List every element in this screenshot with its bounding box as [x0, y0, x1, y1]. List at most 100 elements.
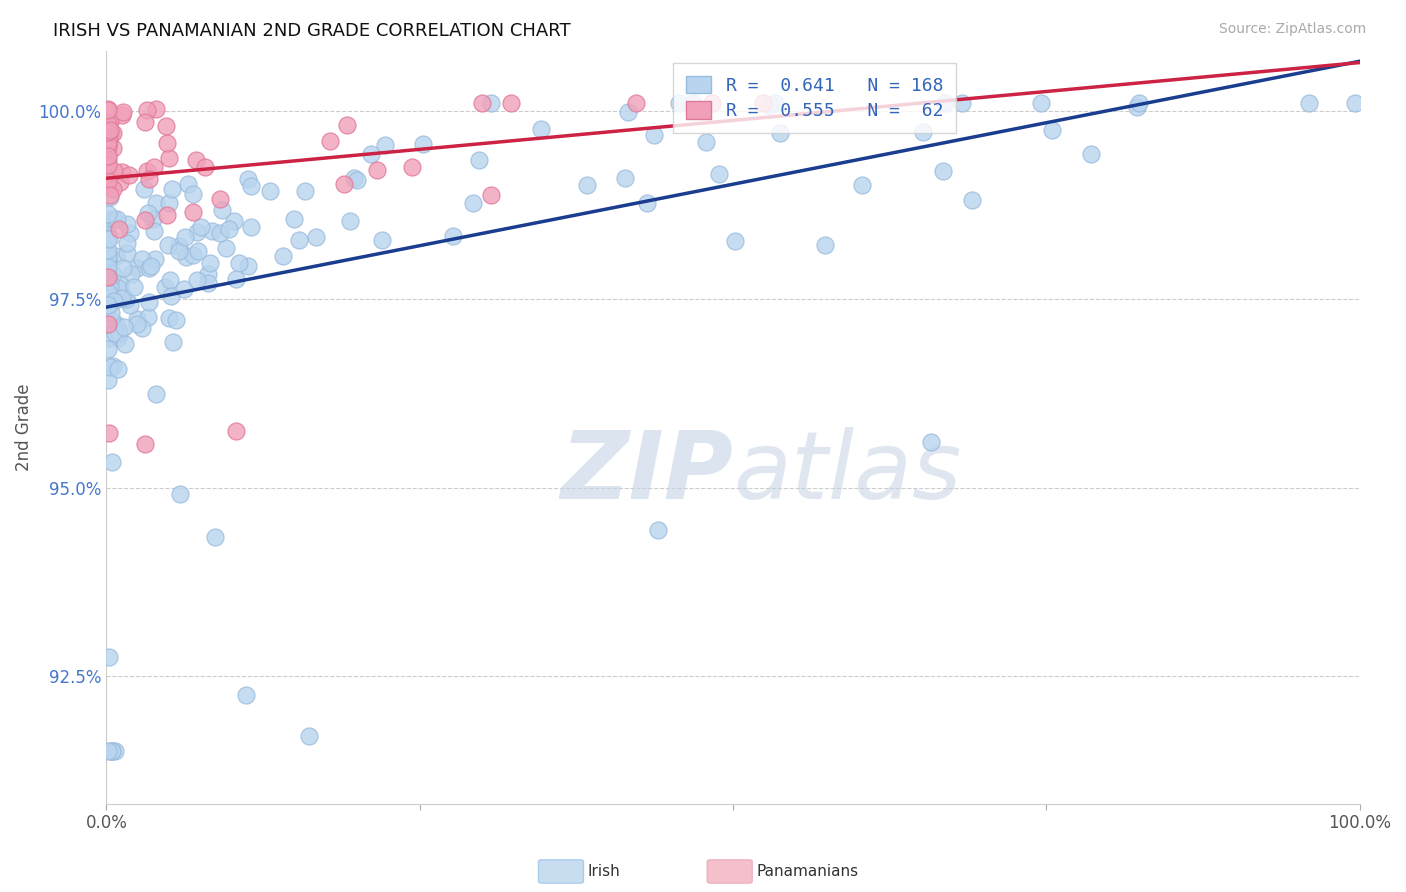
- Point: [125, 317, 148, 331]
- Point: [108, 324, 131, 338]
- Point: [950, 96, 973, 111]
- Point: [97, 125, 120, 139]
- Point: [97, 103, 120, 117]
- Point: [98, 115, 121, 129]
- Point: [156, 136, 179, 151]
- Point: [305, 229, 328, 244]
- Point: [104, 326, 127, 340]
- Point: [101, 126, 124, 140]
- Point: [97, 331, 120, 345]
- Point: [101, 314, 124, 328]
- Point: [934, 96, 956, 111]
- Point: [111, 105, 134, 120]
- Text: ZIP: ZIP: [560, 426, 733, 518]
- Point: [143, 252, 166, 266]
- Point: [167, 244, 190, 258]
- Point: [333, 177, 356, 191]
- Point: [668, 96, 690, 111]
- Point: [97, 269, 120, 284]
- Point: [97, 373, 120, 387]
- Point: [157, 311, 180, 326]
- Point: [530, 122, 553, 136]
- Point: [98, 650, 121, 665]
- Point: [209, 193, 232, 207]
- Point: [319, 134, 342, 148]
- Point: [236, 259, 259, 273]
- Point: [108, 326, 131, 340]
- Point: [125, 260, 148, 275]
- Point: [215, 241, 238, 255]
- Point: [186, 225, 208, 239]
- Point: [101, 182, 124, 196]
- Point: [186, 153, 208, 167]
- Point: [283, 211, 305, 226]
- Point: [157, 237, 180, 252]
- Point: [240, 220, 263, 235]
- Point: [695, 135, 717, 149]
- Point: [142, 224, 165, 238]
- Point: [110, 285, 132, 299]
- Point: [758, 98, 780, 112]
- Point: [197, 276, 219, 290]
- Point: [181, 205, 204, 219]
- Point: [134, 213, 156, 227]
- Point: [97, 231, 120, 245]
- Point: [181, 187, 204, 202]
- Point: [1298, 96, 1320, 111]
- Point: [412, 136, 434, 151]
- Point: [97, 287, 120, 301]
- Point: [204, 530, 226, 544]
- Point: [97, 252, 120, 267]
- Point: [111, 165, 134, 179]
- Point: [110, 175, 132, 189]
- Point: [103, 164, 125, 178]
- Point: [225, 272, 247, 286]
- Point: [115, 246, 138, 260]
- Point: [97, 301, 120, 315]
- Point: [160, 289, 183, 303]
- Point: [134, 437, 156, 451]
- Point: [97, 126, 120, 140]
- Point: [401, 160, 423, 174]
- Point: [200, 256, 222, 270]
- Point: [104, 744, 127, 758]
- Text: IRISH VS PANAMANIAN 2ND GRADE CORRELATION CHART: IRISH VS PANAMANIAN 2ND GRADE CORRELATIO…: [53, 22, 571, 40]
- Point: [105, 212, 128, 227]
- Point: [97, 140, 120, 154]
- Point: [97, 274, 120, 288]
- Point: [101, 141, 124, 155]
- Point: [190, 220, 212, 235]
- Point: [499, 96, 522, 111]
- Point: [98, 360, 121, 375]
- Point: [222, 213, 245, 227]
- Point: [294, 184, 316, 198]
- Point: [197, 268, 219, 282]
- Point: [145, 386, 167, 401]
- Point: [169, 487, 191, 501]
- Point: [111, 291, 134, 305]
- Point: [103, 359, 125, 374]
- Y-axis label: 2nd Grade: 2nd Grade: [15, 384, 32, 471]
- Point: [156, 208, 179, 222]
- Point: [98, 425, 121, 440]
- Point: [751, 96, 773, 111]
- Point: [479, 188, 502, 202]
- Point: [120, 267, 142, 281]
- Point: [155, 120, 177, 134]
- Point: [225, 424, 247, 438]
- Point: [97, 744, 120, 758]
- Point: [117, 217, 139, 231]
- Point: [107, 331, 129, 345]
- Point: [228, 255, 250, 269]
- Point: [103, 212, 125, 227]
- Point: [1040, 123, 1063, 137]
- Point: [100, 744, 122, 758]
- Point: [481, 96, 503, 111]
- Point: [162, 182, 184, 196]
- Point: [97, 166, 120, 180]
- Point: [97, 260, 120, 274]
- Point: [97, 342, 120, 356]
- Point: [1029, 96, 1052, 111]
- Point: [1126, 100, 1149, 114]
- Point: [97, 136, 120, 150]
